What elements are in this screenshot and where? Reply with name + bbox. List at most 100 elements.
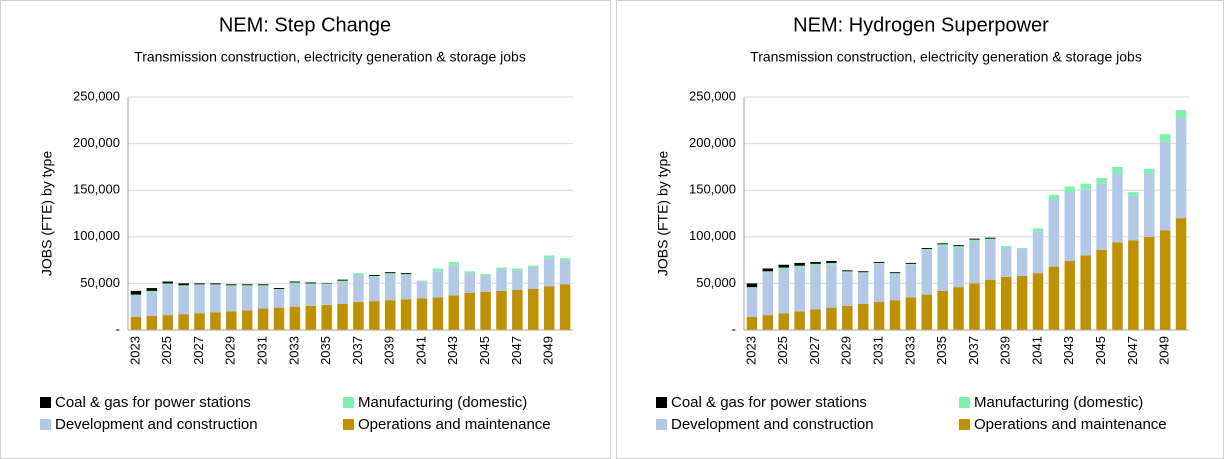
legend-swatch (959, 397, 970, 408)
bar-segment (794, 262, 805, 266)
bar-segment (873, 261, 885, 263)
y-tick-label: 150,000 (73, 182, 120, 197)
bar-segment (1096, 183, 1107, 250)
x-tick-label: 2049 (1157, 336, 1172, 365)
bar-segment (162, 281, 173, 284)
bar-segment (1032, 228, 1044, 232)
bar-segment (889, 274, 901, 301)
bar-segment (257, 285, 269, 287)
bar-segment (953, 247, 964, 288)
y-tick-label: - (116, 321, 120, 336)
bar-segment (384, 273, 396, 275)
bar-segment (369, 276, 380, 302)
bar-segment (210, 285, 221, 313)
bar-segment (543, 286, 555, 330)
bar-segment (194, 283, 205, 285)
bar-segment (810, 261, 821, 264)
bar-segment (226, 284, 237, 286)
bar-segment (969, 238, 980, 240)
bar-segment (416, 281, 428, 299)
bar-segment (448, 295, 460, 330)
bar-segment (1032, 231, 1044, 274)
bar-segment (384, 300, 396, 330)
x-tick-label: 2029 (839, 336, 854, 365)
x-tick-label: 2037 (350, 336, 365, 365)
bar-segment (746, 283, 758, 288)
x-tick-label: 2033 (286, 336, 301, 365)
bar-segment (226, 286, 237, 312)
bar-segment (937, 244, 948, 247)
y-tick-label: 100,000 (689, 228, 736, 243)
bar-segment (905, 263, 917, 265)
x-tick-label: 2049 (541, 336, 556, 365)
y-tick-label: 50,000 (80, 275, 120, 290)
bar-segment (496, 290, 507, 330)
y-tick-label: 50,000 (696, 275, 736, 290)
bar-segment (130, 296, 142, 317)
bar-segment (273, 288, 285, 289)
bar-segment (1080, 189, 1091, 256)
bar-segment (194, 284, 205, 286)
bar-segment (130, 316, 142, 330)
bar-segment (985, 238, 996, 241)
bar-segment (1112, 173, 1123, 243)
bar-segment (146, 288, 158, 291)
bar-segment (1048, 199, 1060, 267)
bar-segment (953, 245, 964, 247)
x-tick-label: 2047 (509, 336, 524, 365)
bar-segment (321, 304, 332, 330)
bar-segment (969, 283, 980, 330)
chart-title: NEM: Step Change (219, 14, 391, 36)
y-tick-label: 200,000 (689, 135, 736, 150)
bar-segment (889, 272, 901, 274)
bar-segment (321, 284, 332, 305)
y-tick-label: 250,000 (689, 88, 736, 103)
bar-segment (559, 258, 571, 261)
bar-segment (1096, 249, 1107, 330)
bar-segment (746, 288, 758, 317)
bar-segment (810, 265, 821, 310)
bar-segment (1128, 240, 1139, 330)
legend-swatch (40, 419, 51, 430)
x-tick-label: 2033 (902, 336, 917, 365)
bar-segment (762, 273, 774, 316)
bar-segment (921, 250, 933, 295)
bar-segment (305, 305, 317, 330)
bar-segment (857, 273, 869, 304)
x-tick-label: 2041 (1029, 336, 1044, 365)
bar-segment (794, 267, 805, 312)
bar-segment (480, 275, 491, 292)
bar-segment (226, 311, 237, 330)
bar-segment (889, 300, 901, 330)
bar-segment (921, 294, 933, 330)
bar-segment (826, 307, 837, 330)
x-tick-label: 2043 (445, 336, 460, 365)
bar-segment (130, 290, 142, 295)
bar-segment (337, 280, 348, 283)
bar-segment (826, 264, 837, 308)
bar-segment (305, 282, 317, 284)
legend-label: Manufacturing (domestic) (358, 394, 527, 411)
bar-segment (857, 271, 869, 273)
bar-segment (937, 246, 948, 291)
bar-segment (873, 262, 885, 264)
bar-segment (432, 268, 444, 272)
bar-segment (162, 283, 173, 285)
bar-segment (1112, 242, 1123, 330)
bar-segment (1080, 183, 1091, 190)
bar-segment (400, 273, 412, 275)
bar-segment (1000, 276, 1012, 330)
x-tick-label: 2039 (382, 336, 397, 365)
bar-segment (512, 268, 523, 271)
bar-segment (480, 274, 491, 276)
bar-segment (1175, 218, 1187, 330)
bar-segment (241, 285, 253, 287)
bar-segment (257, 308, 269, 330)
y-tick-label: 250,000 (73, 88, 120, 103)
bar-segment (559, 284, 571, 330)
bar-segment (241, 284, 253, 286)
bar-segment (778, 269, 789, 314)
bar-segment (1159, 134, 1171, 142)
bar-segment (1016, 248, 1028, 276)
y-axis-label: JOBS (FTE) by type (39, 151, 55, 276)
